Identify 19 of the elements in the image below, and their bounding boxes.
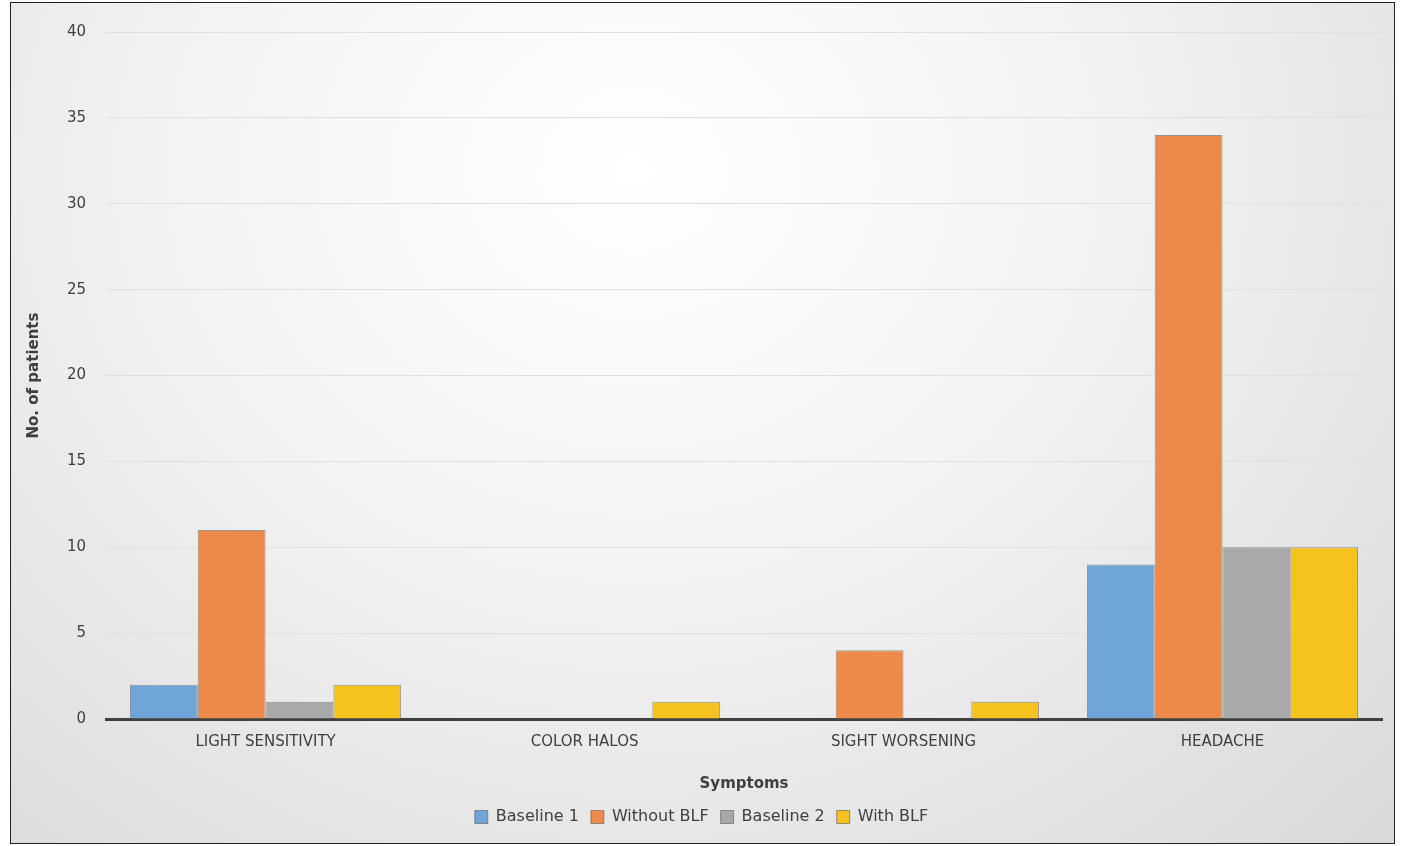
legend-label: Without BLF	[611, 806, 709, 826]
x-tick-label: SIGHT WORSENING	[830, 731, 977, 750]
legend-label: With BLF	[857, 806, 929, 826]
x-tick-label: COLOR HALOS	[530, 731, 639, 750]
y-tick-label: 35	[66, 107, 87, 126]
y-tick-label: 30	[66, 193, 87, 212]
y-tick-label: 25	[66, 279, 87, 298]
y-tick-label: 15	[66, 451, 87, 470]
y-tick-label: 20	[66, 365, 87, 384]
y-axis-title: No. of patients	[23, 312, 42, 439]
y-tick-label: 5	[76, 623, 87, 642]
legend-label: Baseline 2	[741, 806, 825, 826]
y-tick-label: 0	[76, 708, 87, 727]
y-tick-label: 40	[66, 21, 87, 40]
legend-label: Baseline 1	[495, 806, 579, 826]
x-axis-title: Symptoms	[699, 773, 789, 792]
y-tick-label: 10	[66, 537, 87, 556]
x-tick-label: LIGHT SENSITIVITY	[195, 731, 337, 750]
x-tick-label: HEADACHE	[1180, 731, 1265, 750]
